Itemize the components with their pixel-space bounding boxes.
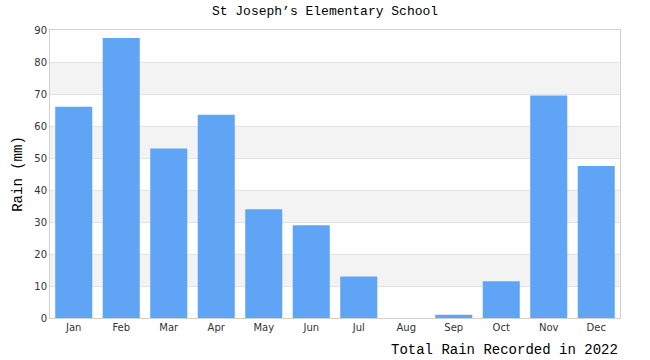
svg-text:Jun: Jun [302,322,319,333]
svg-text:20: 20 [34,249,47,260]
svg-text:Feb: Feb [112,322,130,333]
svg-text:60: 60 [34,121,47,132]
svg-text:80: 80 [34,57,47,68]
svg-text:Dec: Dec [587,322,606,333]
svg-text:50: 50 [34,153,47,164]
svg-text:Jan: Jan [65,322,81,333]
svg-text:Apr: Apr [208,322,226,333]
svg-text:0: 0 [41,313,47,324]
svg-text:30: 30 [34,217,47,228]
svg-text:Nov: Nov [539,322,559,333]
svg-text:Total Rain Recorded in 2022: Total Rain Recorded in 2022 [391,342,618,358]
svg-text:40: 40 [34,185,47,196]
svg-text:Sep: Sep [444,322,463,333]
svg-text:Jul: Jul [352,322,365,333]
svg-text:Rain (mm): Rain (mm) [10,136,26,212]
svg-text:Oct: Oct [493,322,510,333]
svg-text:90: 90 [34,25,47,36]
svg-text:70: 70 [34,89,47,100]
svg-text:10: 10 [34,281,47,292]
svg-text:St Joseph’s Elementary School: St Joseph’s Elementary School [212,4,438,19]
svg-text:Mar: Mar [159,322,179,333]
svg-text:Aug: Aug [396,322,416,333]
svg-text:May: May [253,322,274,333]
